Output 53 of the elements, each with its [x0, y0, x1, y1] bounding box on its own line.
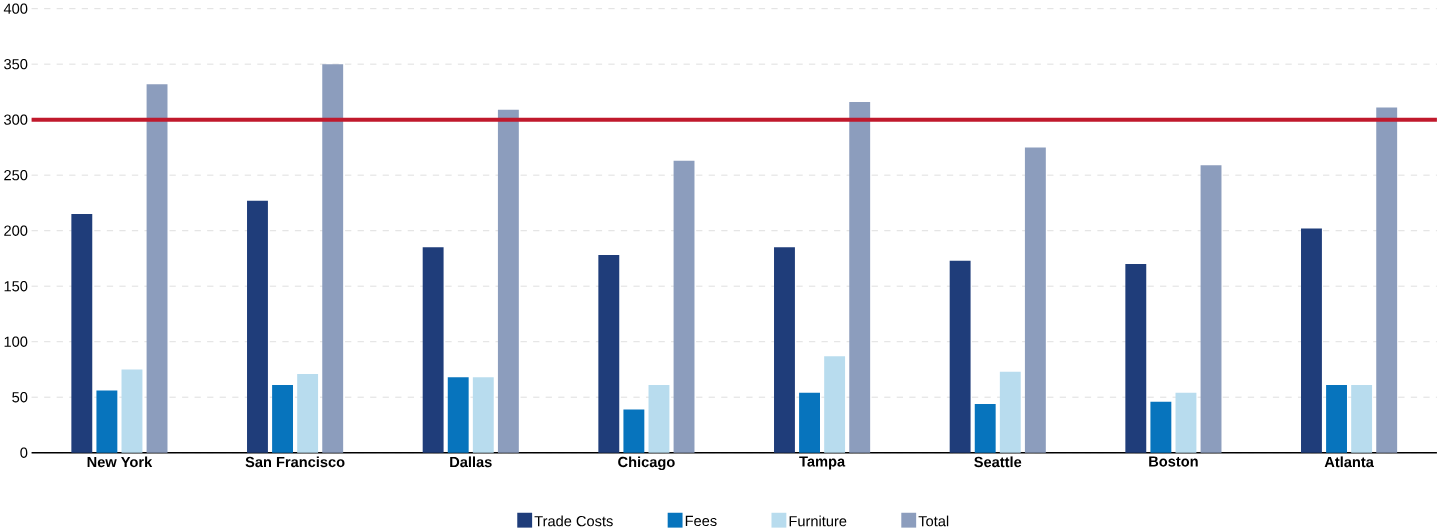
bar	[1200, 165, 1222, 453]
bar	[1351, 385, 1373, 453]
x-tick-label: Dallas	[450, 456, 492, 468]
x-tick-label: Chicago	[618, 456, 675, 471]
bar	[1150, 401, 1172, 453]
y-tick-label: 250	[4, 170, 28, 181]
legend-label: Total	[918, 515, 949, 527]
bar	[272, 385, 293, 453]
legend-label: Furniture	[789, 515, 847, 527]
y-tick-label: 150	[4, 281, 28, 292]
y-tick-label: 50	[12, 392, 28, 403]
bar	[1175, 392, 1197, 453]
x-tick-label: Boston	[1149, 456, 1198, 467]
y-tick-label: 200	[4, 225, 28, 236]
bar	[247, 200, 268, 453]
y-tick-label: 350	[4, 59, 28, 70]
bar	[1125, 264, 1147, 453]
bar	[1326, 385, 1347, 453]
bar	[146, 84, 168, 453]
x-tick-label: San Francisco	[245, 456, 345, 468]
y-tick-label: 300	[4, 114, 28, 125]
bar	[999, 371, 1021, 453]
bar	[1376, 107, 1398, 453]
legend-label: Fees	[685, 515, 717, 527]
bar	[322, 64, 344, 453]
x-tick-label: Tampa	[799, 456, 846, 470]
x-tick-label: Seattle	[974, 456, 1022, 468]
x-tick-label: New York	[87, 456, 153, 468]
bar	[648, 385, 670, 453]
x-tick-label: Atlanta	[1324, 456, 1374, 468]
legend-label: Trade Costs	[534, 515, 613, 527]
bar	[974, 403, 996, 453]
bar	[598, 255, 620, 453]
bar	[824, 356, 846, 453]
bar	[623, 409, 645, 453]
bar	[96, 390, 118, 453]
bar	[447, 377, 469, 453]
bar	[949, 260, 971, 453]
y-tick-label: 100	[4, 336, 28, 347]
bar	[472, 377, 494, 453]
bar	[673, 160, 695, 453]
y-tick-label: 400	[3, 3, 28, 14]
bar	[799, 392, 820, 453]
bar	[71, 214, 93, 453]
bar	[422, 247, 444, 453]
bar	[774, 247, 795, 453]
bar	[1301, 228, 1322, 453]
bar	[297, 373, 319, 453]
bar	[121, 369, 143, 453]
bar	[1024, 147, 1046, 453]
y-tick-label: 0	[20, 447, 28, 458]
bar	[849, 101, 871, 453]
bar	[497, 109, 519, 453]
